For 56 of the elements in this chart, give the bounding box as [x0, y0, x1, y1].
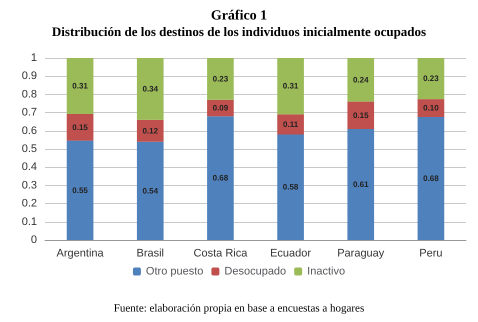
x-tick-label: Brasil: [136, 248, 164, 260]
legend-label: Inactivo: [307, 266, 346, 278]
data-label: 0.23: [423, 74, 440, 84]
y-tick-label: 0: [30, 234, 37, 246]
x-tick-label: Argentina: [56, 248, 105, 260]
chart-title: Gráfico 1: [210, 8, 268, 24]
x-tick-label: Costa Rica: [194, 248, 248, 260]
y-tick-label: 0.8: [22, 88, 37, 100]
x-tick-label: Peru: [419, 248, 443, 260]
bar: [277, 114, 304, 134]
bar: [418, 58, 444, 100]
x-tick-label: Ecuador: [270, 248, 312, 260]
data-label: 0.61: [352, 180, 370, 189]
bar: [347, 102, 374, 129]
bar: [277, 134, 304, 240]
y-tick-label: 0.4: [22, 161, 37, 174]
data-label: 0.31: [282, 82, 299, 91]
bar: [66, 114, 94, 141]
bar: [347, 128, 374, 240]
bar: [418, 116, 444, 240]
y-tick-label: 0.9: [22, 70, 37, 82]
y-tick-label: 1: [30, 52, 37, 64]
data-label: 0.31: [72, 82, 88, 91]
data-label: 0.10: [423, 104, 440, 113]
bar: [66, 58, 94, 114]
data-label: 0.24: [352, 75, 370, 84]
data-label: 0.15: [352, 110, 370, 120]
data-label: 0.15: [72, 122, 88, 132]
data-label: 0.55: [72, 186, 88, 195]
data-label: 0.09: [212, 104, 229, 113]
source-note: Fuente: elaboración propia en base a encuestas a hogares: [114, 302, 364, 314]
y-tick-label: 0.1: [22, 216, 37, 228]
y-tick-label: 0.5: [22, 143, 37, 155]
y-tick-label: 0.7: [22, 106, 37, 119]
y-tick-label: 0.2: [22, 198, 37, 210]
bar: [66, 140, 94, 240]
bar: [136, 58, 164, 120]
data-label: 0.68: [423, 174, 440, 183]
bar: [136, 142, 164, 240]
data-label: 0.58: [282, 182, 299, 192]
legend-label: Desocupado: [224, 266, 286, 278]
bar: [207, 116, 234, 240]
y-tick-label: 0.3: [22, 179, 37, 192]
data-label: 0.23: [212, 74, 229, 84]
legend-label: Otro puesto: [146, 266, 204, 278]
data-label: 0.11: [283, 120, 299, 129]
bar: [277, 58, 304, 114]
x-tick-label: Paraguay: [337, 248, 385, 260]
data-label: 0.12: [142, 126, 159, 136]
chart-subtitle: Distribución de los destinos de los individuos inicialmente ocupados: [52, 24, 426, 39]
data-label: 0.34: [142, 84, 159, 94]
y-tick-label: 0.6: [22, 124, 37, 137]
data-label: 0.54: [142, 186, 159, 196]
bar: [347, 58, 374, 102]
data-label: 0.68: [212, 174, 229, 183]
bar: [207, 58, 234, 100]
